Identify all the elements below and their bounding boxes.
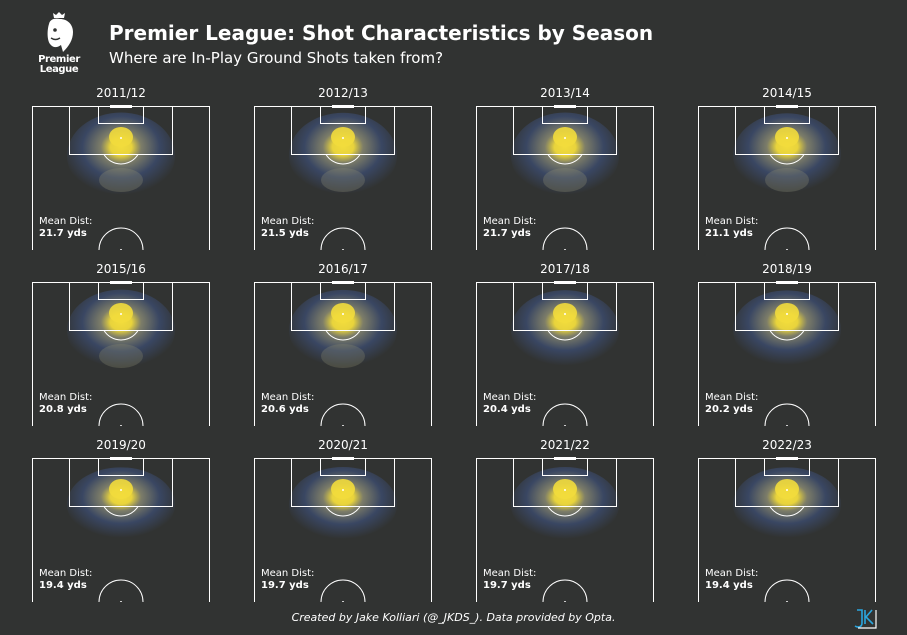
- shot-density-heatmap: [67, 112, 175, 199]
- chart-title: Premier League: Shot Characteristics by …: [109, 21, 654, 45]
- mean-dist-value: 21.5 yds: [261, 228, 309, 239]
- shot-density-secondary: [765, 168, 809, 192]
- mean-dist-label: Mean Dist:: [483, 392, 537, 403]
- mean-dist-value: 20.8 yds: [39, 404, 87, 415]
- shot-density-heatmap: [289, 466, 397, 543]
- season-panel: 2016/17 Mean Dist: 20.6 yds: [254, 262, 434, 432]
- mean-dist-label: Mean Dist:: [261, 392, 315, 403]
- mean-dist-value: 19.7 yds: [483, 580, 531, 591]
- mean-dist-label: Mean Dist:: [261, 216, 315, 227]
- lion-crest-icon: [47, 12, 73, 52]
- half-pitch: [32, 281, 210, 426]
- shot-density-heatmap: [67, 467, 175, 542]
- shot-density-secondary: [321, 168, 365, 192]
- season-label: 2013/14: [540, 86, 590, 100]
- mean-dist-value: 19.4 yds: [39, 580, 87, 591]
- shot-density-heatmap: [733, 467, 841, 542]
- mean-dist-label: Mean Dist:: [39, 568, 93, 579]
- half-pitch: [254, 457, 432, 602]
- half-pitch: [254, 281, 432, 426]
- shot-density-heatmap: [511, 466, 619, 543]
- pitch-lines: [254, 281, 432, 426]
- season-label: 2017/18: [540, 262, 590, 276]
- footer-credit: Created by Jake Kolliari (@_JKDS_). Data…: [291, 611, 616, 624]
- shot-density-heatmap: [733, 290, 841, 369]
- season-label: 2011/12: [96, 86, 146, 100]
- season-panel: 2013/14 Mean Dist: 21.7 yds: [476, 86, 656, 256]
- season-panel: 2021/22 Mean Dist: 19.7 yds: [476, 438, 656, 608]
- half-pitch: [476, 281, 654, 426]
- mean-dist-label: Mean Dist:: [39, 216, 93, 227]
- mean-dist-value: 21.7 yds: [39, 228, 87, 239]
- mean-dist-value: 19.4 yds: [705, 580, 753, 591]
- season-panel: 2018/19 Mean Dist: 20.2 yds: [698, 262, 878, 432]
- season-panel: 2015/16 Mean Dist: 20.8 yds: [32, 262, 212, 432]
- shot-density-secondary: [99, 168, 143, 192]
- season-panel: 2014/15 Mean Dist: 21.1 yds: [698, 86, 878, 256]
- season-panel: 2017/18 Mean Dist: 20.4 yds: [476, 262, 656, 432]
- mean-dist-value: 19.7 yds: [261, 580, 309, 591]
- shot-density-secondary: [543, 168, 587, 192]
- jk-monogram-icon: [852, 608, 878, 630]
- pitch-lines: [476, 105, 654, 250]
- mean-dist-label: Mean Dist:: [705, 392, 759, 403]
- season-label: 2021/22: [540, 438, 590, 452]
- season-panel: 2020/21 Mean Dist: 19.7 yds: [254, 438, 434, 608]
- pitch-lines: [32, 457, 210, 602]
- half-pitch: [32, 105, 210, 250]
- pitch-lines: [698, 457, 876, 602]
- shot-density-secondary: [321, 344, 365, 368]
- mean-dist-value: 21.1 yds: [705, 228, 753, 239]
- season-label: 2014/15: [762, 86, 812, 100]
- shot-density-secondary: [99, 344, 143, 368]
- shot-density-heatmap: [289, 112, 397, 199]
- season-label: 2018/19: [762, 262, 812, 276]
- half-pitch: [476, 457, 654, 602]
- season-label: 2015/16: [96, 262, 146, 276]
- chart-subtitle: Where are In-Play Ground Shots taken fro…: [109, 49, 444, 67]
- season-panel: 2022/23 Mean Dist: 19.4 yds: [698, 438, 878, 608]
- season-label: 2022/23: [762, 438, 812, 452]
- premier-league-logo: Premier League: [34, 12, 84, 78]
- season-panel: 2011/12 Mean Dist: 21.7 yds: [32, 86, 212, 256]
- pitch-lines: [254, 105, 432, 250]
- mean-dist-value: 20.2 yds: [705, 404, 753, 415]
- mean-dist-label: Mean Dist:: [705, 568, 759, 579]
- pitch-lines: [254, 457, 432, 602]
- pitch-lines: [698, 281, 876, 426]
- half-pitch: [254, 105, 432, 250]
- mean-dist-label: Mean Dist:: [483, 216, 537, 227]
- mean-dist-value: 21.7 yds: [483, 228, 531, 239]
- half-pitch: [32, 457, 210, 602]
- season-panel: 2012/13 Mean Dist: 21.5 yds: [254, 86, 434, 256]
- pitch-lines: [32, 105, 210, 250]
- season-label: 2020/21: [318, 438, 368, 452]
- pitch-lines: [32, 281, 210, 426]
- mean-dist-label: Mean Dist:: [705, 216, 759, 227]
- season-label: 2012/13: [318, 86, 368, 100]
- mean-dist-value: 20.4 yds: [483, 404, 531, 415]
- half-pitch: [476, 105, 654, 250]
- half-pitch: [698, 281, 876, 426]
- logo-wordmark: Premier League: [38, 54, 80, 75]
- season-panel: 2019/20 Mean Dist: 19.4 yds: [32, 438, 212, 608]
- mean-dist-label: Mean Dist:: [483, 568, 537, 579]
- shot-density-heatmap: [511, 290, 619, 370]
- pitch-lines: [476, 457, 654, 602]
- mean-dist-value: 20.6 yds: [261, 404, 309, 415]
- half-pitch: [698, 457, 876, 602]
- pitch-lines: [476, 281, 654, 426]
- season-label: 2019/20: [96, 438, 146, 452]
- pitch-lines: [698, 105, 876, 250]
- shot-density-heatmap: [511, 112, 619, 199]
- mean-dist-label: Mean Dist:: [261, 568, 315, 579]
- half-pitch: [698, 105, 876, 250]
- season-label: 2016/17: [318, 262, 368, 276]
- mean-dist-label: Mean Dist:: [39, 392, 93, 403]
